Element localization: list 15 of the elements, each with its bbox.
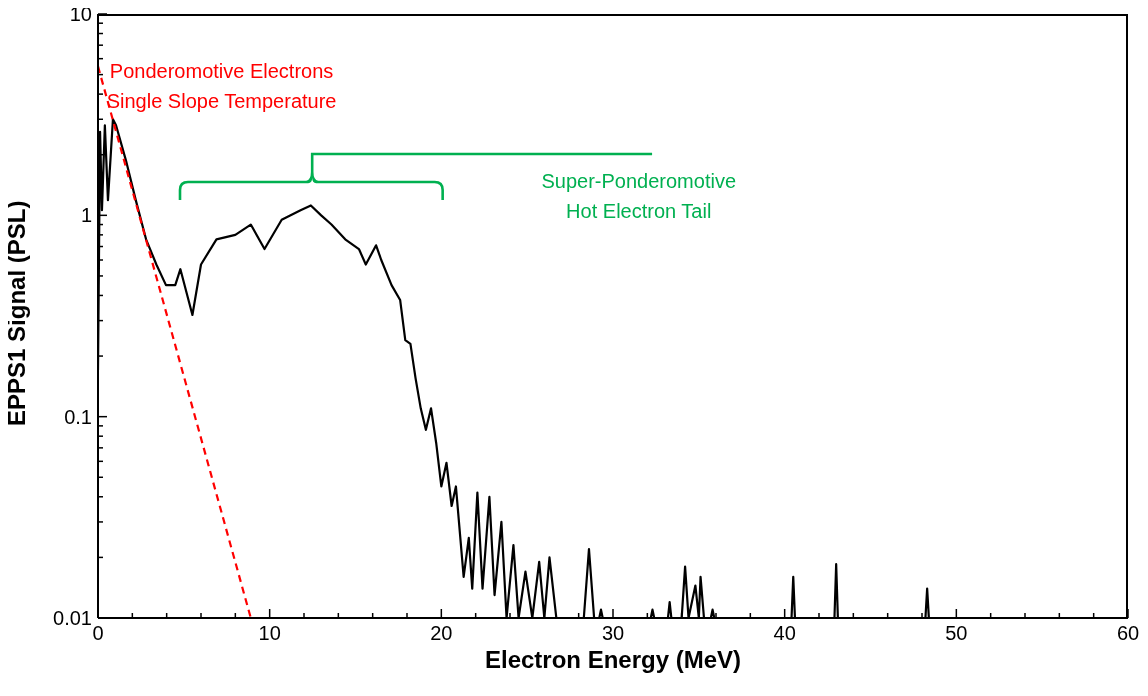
x-tick-label: 10 <box>258 622 281 644</box>
x-tick-label: 30 <box>601 622 625 644</box>
y-tick-label: 0.01 <box>53 607 92 629</box>
annotation: Ponderomotive Electrons Single Slope Temperature <box>106 59 337 114</box>
x-axis-title: Electron Energy (MeV) <box>484 646 742 673</box>
x-tick-label: 0 <box>92 622 104 644</box>
y-tick-label: 0.1 <box>64 405 92 428</box>
x-tick-label: 60 <box>1116 622 1140 644</box>
y-axis-title: EPPS1 Signal (PSL) <box>2 200 30 426</box>
x-tick-label: 40 <box>773 622 796 644</box>
x-tick-label: 20 <box>430 622 453 644</box>
annotation: Super-Ponderomotive Hot Electron Tail <box>541 169 737 224</box>
x-tick-label: 50 <box>945 622 968 644</box>
y-tick-label: 1 <box>80 204 92 227</box>
y-tick-label: 10 <box>69 3 92 25</box>
